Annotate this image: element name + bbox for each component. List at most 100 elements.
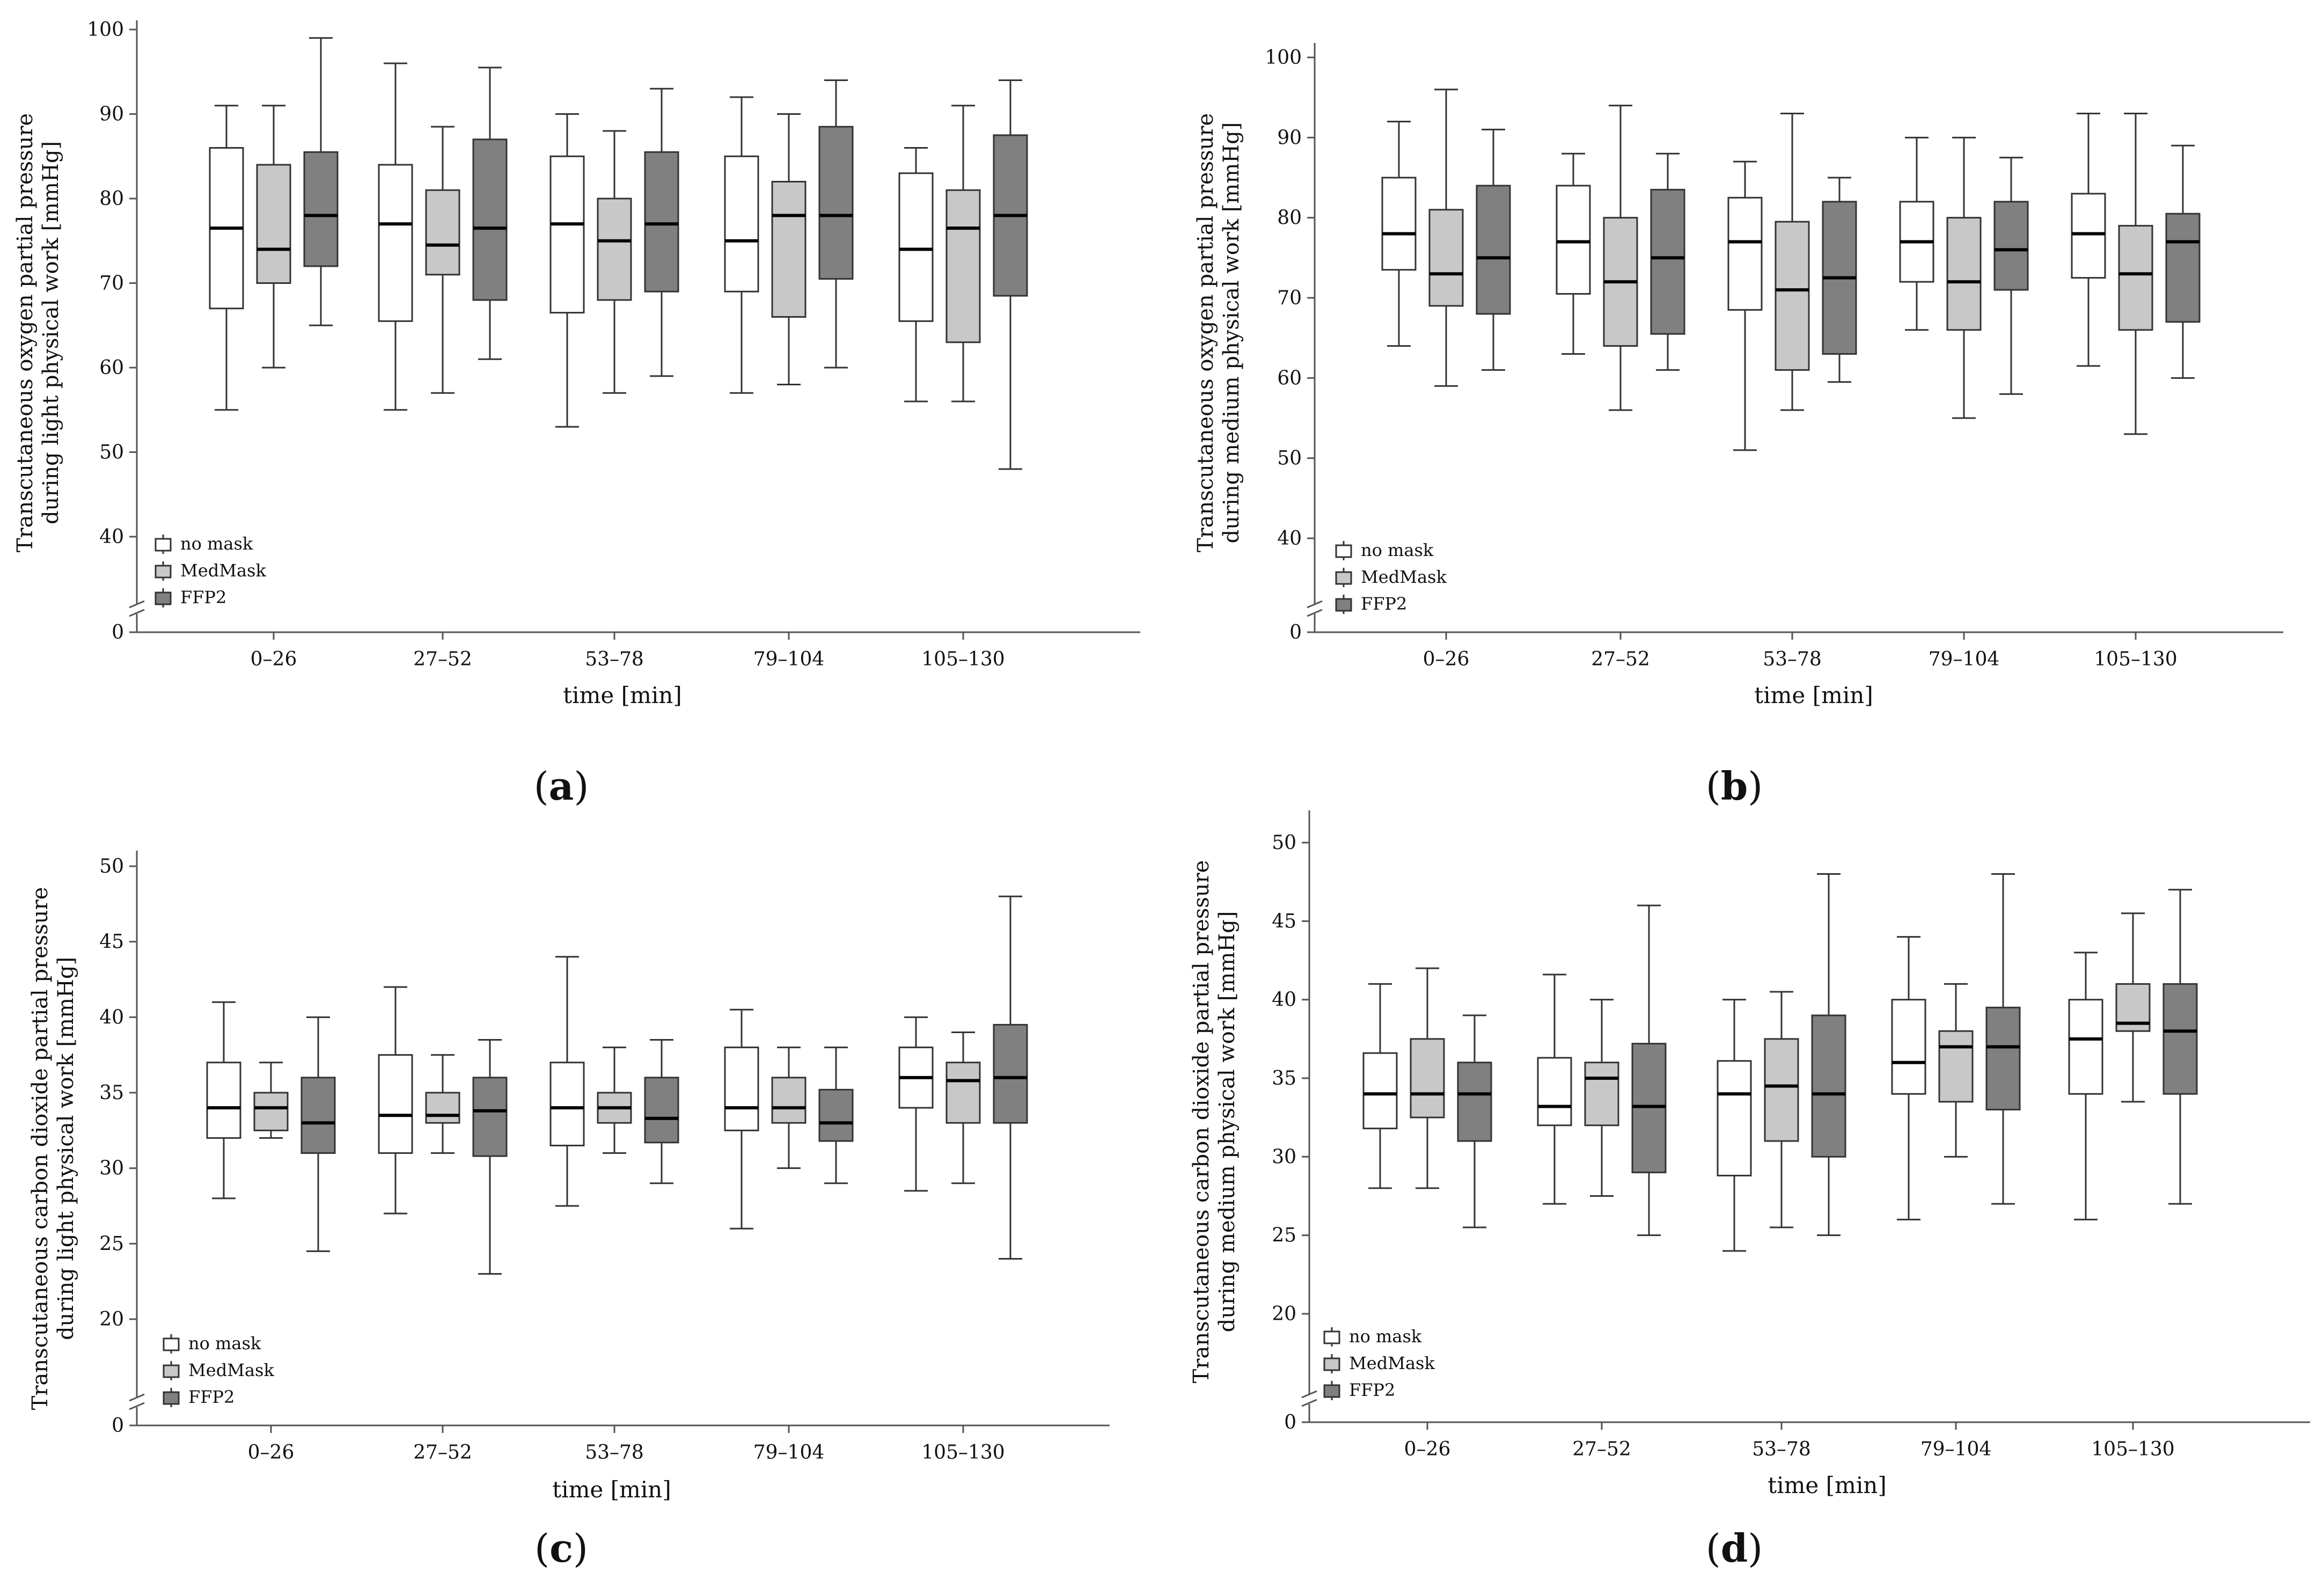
panel-c-label-open: (	[534, 1526, 549, 1571]
axis-break-mark	[129, 600, 145, 609]
box-iqr	[1362, 1052, 1398, 1130]
panel-a-x-axis-label: time [min]	[563, 682, 681, 708]
legend-label: no mask	[1361, 540, 1434, 560]
legend-item: no mask	[1323, 1326, 1422, 1347]
y-tick-label: 30	[1272, 1146, 1296, 1168]
x-tick-label: 0–26	[1404, 1438, 1451, 1460]
y-tick-label: 70	[99, 273, 124, 295]
panel-b: 0 40 50 60 70 80 90 100 0–26 27–52 53–78 79–104 105…	[1193, 43, 2283, 809]
box-ffp2-2	[644, 87, 679, 377]
legend-swatch	[1335, 544, 1352, 558]
box-ffp2-1	[1631, 904, 1667, 1237]
box-iqr	[1381, 177, 1417, 271]
panel-b-label-open: (	[1706, 764, 1721, 809]
x-tick-label: 27–52	[413, 648, 472, 670]
legend-label: FFP2	[180, 587, 226, 608]
panel-b-x-categories: 0–26 27–52 53–78 79–104 105–130	[1423, 632, 2178, 670]
box-ffp2-4	[993, 79, 1028, 470]
legend-item: MedMask	[1323, 1353, 1435, 1373]
box-ffp2-1	[472, 67, 508, 360]
box-iqr	[945, 189, 981, 343]
y-tick-label: 45	[1272, 910, 1296, 932]
axis-break-mark	[1301, 1390, 1317, 1399]
box-iqr	[771, 181, 807, 318]
panel-d-label-open: (	[1706, 1526, 1721, 1571]
box-iqr	[2162, 983, 2198, 1095]
y-tick-label: 20	[99, 1308, 124, 1330]
panel-d-boxes	[1362, 873, 2198, 1252]
box-ffp2-1	[472, 1039, 508, 1275]
panel-d: 0 20 25 30 35 40 45 50 0–26 27–52 53–78 79–104 105–…	[1189, 810, 2310, 1571]
box-iqr	[1946, 217, 1982, 331]
box-iqr	[1938, 1030, 1974, 1103]
y-tick-label: 50	[99, 442, 124, 464]
axis-break-mark	[1301, 1399, 1317, 1407]
y-tick-label: 25	[99, 1233, 124, 1255]
panel-a-y-ticks: 0 40 50 60 70 80 90 100	[87, 19, 137, 643]
box-iqr	[1457, 1062, 1492, 1142]
y-tick-label: 100	[87, 19, 124, 41]
y-tick-label: 35	[1272, 1067, 1296, 1089]
box-no-mask-1	[378, 62, 413, 411]
y-tick-label: 80	[1277, 207, 1302, 229]
axis-break-mark	[1307, 600, 1323, 609]
box-medmask-2	[597, 130, 632, 394]
legend-item: FFP2	[155, 587, 226, 608]
legend-item: FFP2	[1323, 1380, 1395, 1400]
box-iqr	[644, 151, 679, 292]
panel-b-x-axis-label: time [min]	[1754, 682, 1873, 708]
x-tick-label: 27–52	[1572, 1438, 1631, 1460]
box-medmask-3	[771, 113, 807, 385]
legend-label: no mask	[1349, 1326, 1422, 1347]
legend-swatch	[1335, 598, 1352, 612]
panel-b-boxes	[1381, 89, 2201, 451]
box-iqr	[472, 138, 508, 301]
legend-item: FFP2	[163, 1387, 234, 1407]
panel-d-label-letter: d	[1721, 1525, 1748, 1571]
box-medmask-0	[253, 1062, 289, 1139]
panel-c-y-ticks: 0 20 25 30 35 40 45 50	[99, 855, 137, 1437]
y-tick-label: 0	[112, 1415, 124, 1437]
box-medmask-4	[2118, 113, 2153, 435]
box-no-mask-3	[724, 96, 759, 394]
legend-label: no mask	[180, 533, 253, 554]
panel-d-legend: no mask MedMask FFP2	[1323, 1326, 1435, 1400]
panel-a-legend: no mask MedMask FFP2	[155, 533, 266, 608]
box-iqr	[1410, 1038, 1445, 1118]
legend-swatch	[1323, 1330, 1340, 1344]
panel-a-label-letter: a	[549, 763, 574, 809]
y-tick-label: 50	[99, 855, 124, 877]
box-iqr	[2071, 193, 2106, 279]
box-iqr	[945, 1062, 981, 1124]
box-iqr	[2165, 213, 2201, 323]
x-tick-label: 27–52	[1591, 648, 1650, 670]
box-iqr	[549, 155, 585, 314]
legend-swatch	[155, 538, 172, 552]
box-medmask-2	[597, 1047, 632, 1154]
box-no-mask-0	[209, 105, 244, 411]
x-tick-label: 0–26	[1423, 648, 1470, 670]
legend-label: MedMask	[180, 560, 266, 581]
x-tick-label: 0–26	[251, 648, 297, 670]
box-iqr	[256, 164, 291, 284]
box-ffp2-4	[993, 895, 1028, 1260]
panel-a-x-categories: 0–26 27–52 53–78 79–104 105–130	[251, 632, 1005, 670]
box-iqr	[1811, 1014, 1846, 1158]
panel-c-x-axis-label: time [min]	[552, 1476, 671, 1503]
legend-item: MedMask	[1335, 567, 1447, 587]
box-no-mask-1	[1537, 974, 1572, 1205]
box-no-mask-0	[206, 1001, 241, 1199]
panel-d-y-ticks: 0 20 25 30 35 40 45 50	[1272, 832, 1309, 1433]
y-tick-label: 90	[99, 104, 124, 126]
legend-label: FFP2	[1361, 594, 1407, 614]
x-tick-label: 79–104	[1920, 1438, 1992, 1460]
x-tick-label: 53–78	[585, 1442, 644, 1464]
box-iqr	[1775, 221, 1810, 371]
x-tick-label: 79–104	[753, 648, 825, 670]
y-tick-label: 50	[1272, 832, 1296, 854]
legend-item: no mask	[163, 1333, 261, 1354]
box-no-mask-3	[724, 1008, 759, 1230]
legend-item: no mask	[1335, 540, 1434, 560]
box-iqr	[1891, 999, 1926, 1095]
